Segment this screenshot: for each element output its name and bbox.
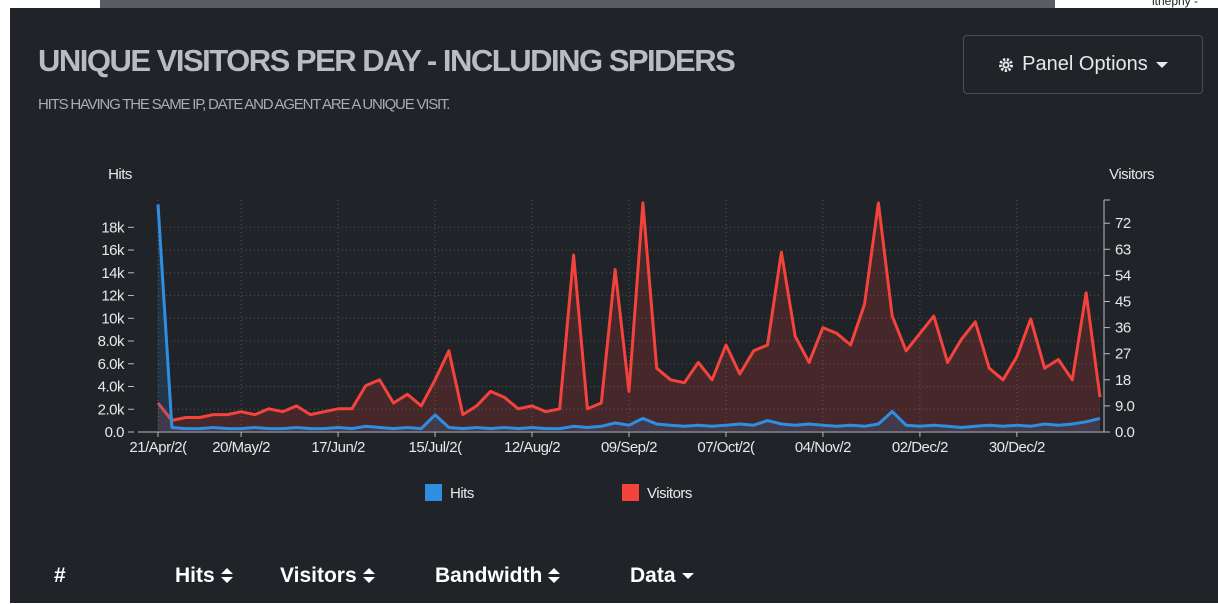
x-tick-label: 21/Apr/2( xyxy=(129,439,187,456)
y2-tick-label: 63 xyxy=(1115,241,1131,258)
column-label: # xyxy=(54,564,66,588)
y-tick-label: 8.0k xyxy=(98,333,125,350)
y-tick-label: 2.0k xyxy=(98,401,125,418)
panel: UNIQUE VISITORS PER DAY - INCLUDING SPID… xyxy=(10,8,1218,603)
y-tick-label: 10k xyxy=(101,310,125,327)
legend-label: Hits xyxy=(450,485,474,502)
legend-swatch xyxy=(622,484,639,501)
x-tick-label: 02/Dec/2 xyxy=(892,439,948,456)
page: {"top_right_text": "ithepny -", "panel":… xyxy=(0,0,1218,603)
y2-tick-label: 0.0 xyxy=(1115,424,1135,441)
column-label: Data xyxy=(630,564,676,588)
banner-image xyxy=(100,0,1055,8)
x-tick-label: 15/Jul/2( xyxy=(409,439,463,456)
column-header[interactable]: Bandwidth xyxy=(435,564,561,588)
y-tick-label: 18k xyxy=(101,219,125,236)
column-header: # xyxy=(54,564,66,588)
column-label: Visitors xyxy=(280,564,357,588)
y-tick-label: 12k xyxy=(101,288,125,305)
x-tick-label: 04/Nov/2 xyxy=(795,439,851,456)
y-axis-title: Hits xyxy=(108,166,132,183)
y-tick-label: 4.0k xyxy=(98,379,125,396)
y-tick-label: 14k xyxy=(101,265,125,282)
x-tick-label: 07/Oct/2( xyxy=(697,439,755,456)
sort-icon xyxy=(547,567,561,585)
chart: Hits Visitors 0.0 2.0k 4.0k 6.0k 8.0k 10k 12k 14k… xyxy=(10,8,1218,528)
legend-swatch xyxy=(425,484,442,501)
y2-tick-label: 36 xyxy=(1115,320,1131,337)
y2-axis-title: Visitors xyxy=(1109,166,1154,183)
legend-label: Visitors xyxy=(647,485,692,502)
sort-icon xyxy=(220,567,234,585)
x-tick-label: 09/Sep/2 xyxy=(601,439,657,456)
x-tick-label: 30/Dec/2 xyxy=(989,439,1045,456)
sort-icon xyxy=(362,567,376,585)
y-tick-label: 16k xyxy=(101,242,125,259)
column-header[interactable]: Data xyxy=(630,564,695,588)
y2-tick-label: 9.0 xyxy=(1115,398,1135,415)
column-label: Hits xyxy=(175,564,215,588)
y2-tick-label: 72 xyxy=(1115,215,1131,232)
table-header: # Hits Visitors Bandwidth Data xyxy=(10,564,1218,604)
x-tick-label: 17/Jun/2 xyxy=(311,439,365,456)
series-area xyxy=(158,203,1100,432)
y-tick-label: 0.0 xyxy=(105,424,125,441)
caret-icon xyxy=(681,567,695,585)
y2-tick-label: 45 xyxy=(1115,294,1131,311)
y2-tick-label: 27 xyxy=(1115,346,1131,363)
column-header[interactable]: Hits xyxy=(175,564,234,588)
column-label: Bandwidth xyxy=(435,564,542,588)
x-tick-label: 20/May/2 xyxy=(212,439,270,456)
x-tick-label: 12/Aug/2 xyxy=(504,439,560,456)
y2-tick-label: 54 xyxy=(1115,267,1131,284)
user-menu[interactable]: ithepny - xyxy=(1152,0,1198,8)
y2-tick-label: 18 xyxy=(1115,372,1131,389)
column-header[interactable]: Visitors xyxy=(280,564,376,588)
y-tick-label: 6.0k xyxy=(98,356,125,373)
